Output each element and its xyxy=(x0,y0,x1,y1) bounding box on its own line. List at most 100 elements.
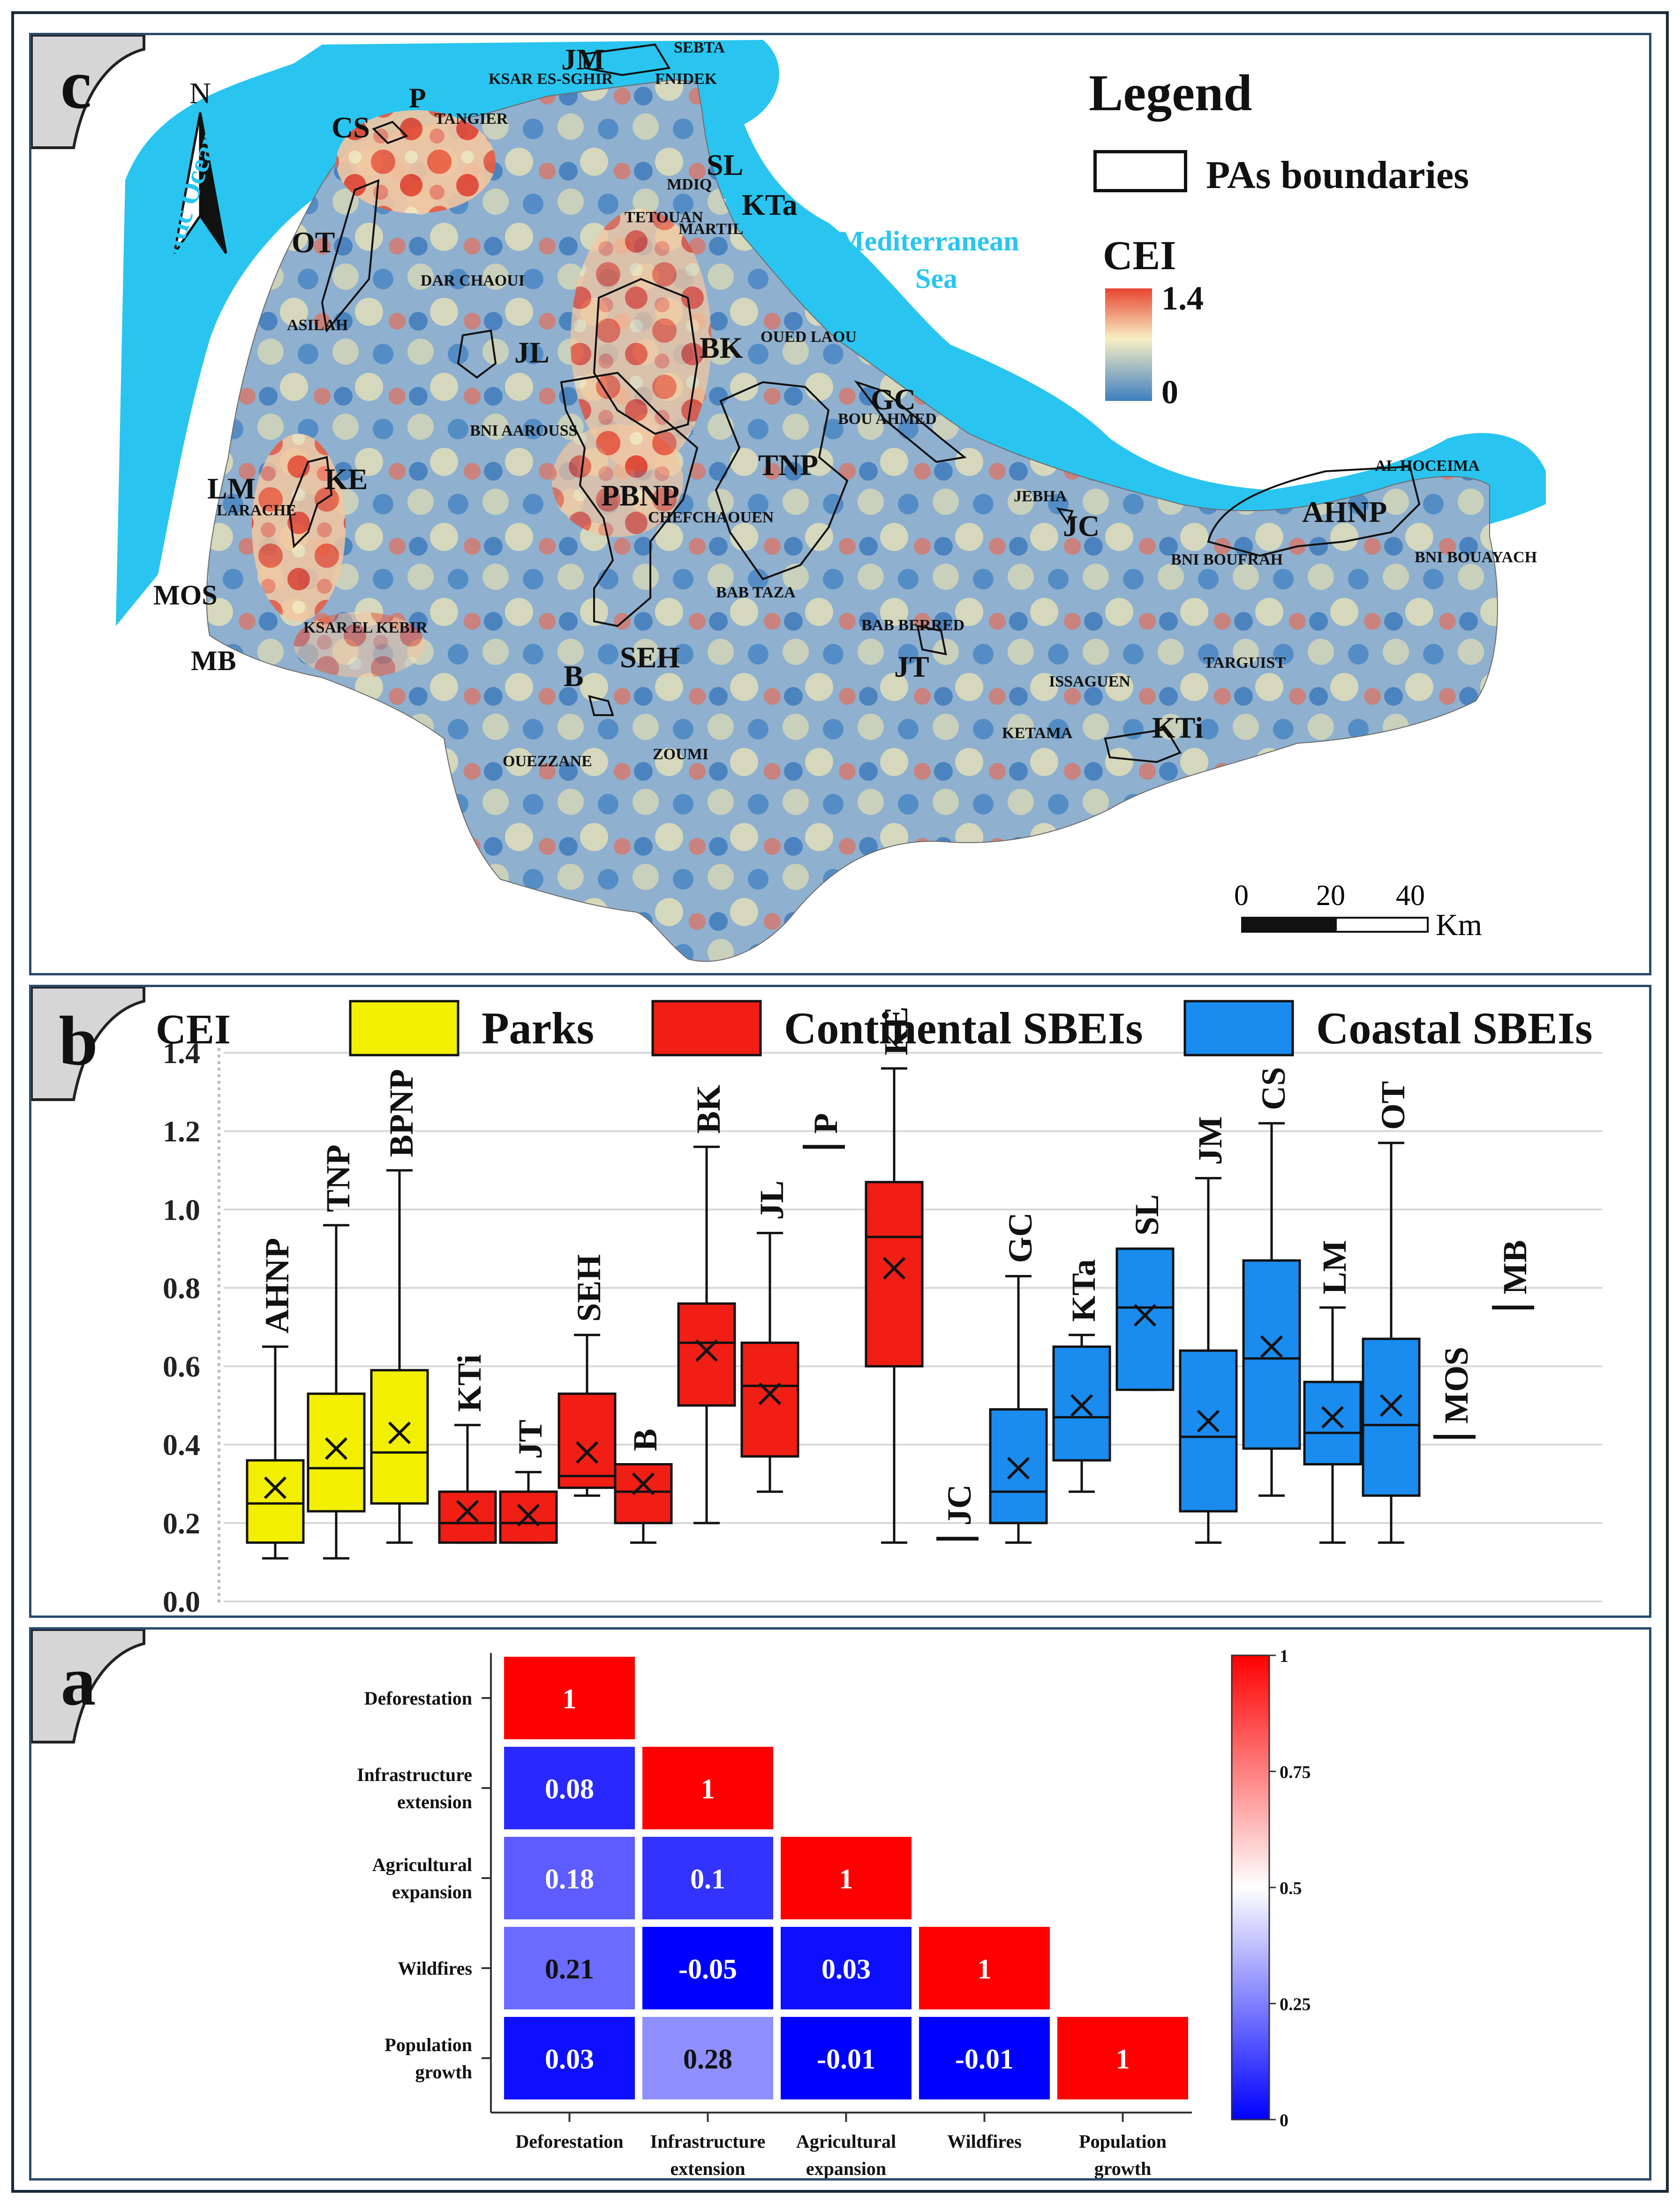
hotspot-southwest xyxy=(294,612,425,678)
figure-frame xyxy=(11,11,1669,2193)
town-label: SEBTA xyxy=(674,39,725,56)
town-label: DAR CHAOUI xyxy=(421,272,525,289)
town-label: KSAR ES-SGHIR xyxy=(489,70,613,88)
hotspot-larache xyxy=(252,434,346,621)
panel-b-badge: b xyxy=(31,987,145,1101)
box-jt: JT xyxy=(499,1419,558,1544)
town-label: TETOUAN xyxy=(625,209,703,226)
box-mean-marker xyxy=(1007,1457,1030,1479)
pa-label-tnp: TNP xyxy=(758,448,818,482)
box-mean-marker xyxy=(456,1500,479,1523)
pa-boundary-jt xyxy=(916,625,947,656)
box-cs: CS xyxy=(1242,1067,1301,1497)
heatmap-value: 0.1 xyxy=(690,1864,725,1895)
box-mean-marker xyxy=(758,1382,782,1405)
box-kti: KTi xyxy=(438,1354,497,1544)
scale-label-0: 0 xyxy=(1234,880,1249,912)
box-label: GC xyxy=(1002,1212,1039,1263)
pas-boundary-swatch xyxy=(1093,150,1187,192)
box-iqr xyxy=(370,1369,429,1505)
box-label: MOS xyxy=(1438,1347,1475,1424)
pa-boundary-jl xyxy=(457,329,497,379)
hotspot-tangier xyxy=(336,110,496,213)
scale-bar-black xyxy=(1241,917,1335,933)
box-jl: JL xyxy=(740,1180,799,1493)
heatmap-value: 0.21 xyxy=(545,1954,594,1985)
cei-legend-title: CEI xyxy=(1103,233,1176,279)
legend-label: Continental SBEIs xyxy=(784,1003,1143,1053)
town-label: MARTIL xyxy=(678,220,744,238)
box-jm: JM xyxy=(1179,1116,1238,1544)
hotspot-tetouan xyxy=(571,209,711,471)
heatmap-row-label: expansion xyxy=(392,1881,472,1902)
heatmap-value: 0.03 xyxy=(821,1954,871,1985)
heatmap-row-label: Wildfires xyxy=(398,1958,472,1979)
y-tick-label: 0.2 xyxy=(163,1507,200,1540)
box-label: SL xyxy=(1128,1194,1166,1236)
legend-swatch xyxy=(651,1000,762,1057)
north-arrow-icon: N xyxy=(173,76,227,254)
box-label: P xyxy=(807,1113,844,1134)
heatmap-cell xyxy=(781,1927,912,2009)
box-b: B xyxy=(614,1428,673,1544)
pa-label-cs: CS xyxy=(331,111,370,144)
town-label: BAB BERRED xyxy=(861,617,965,634)
heatmap-value: 1 xyxy=(978,1954,992,1985)
heatmap-value: 1 xyxy=(839,1864,853,1895)
box-lm: LM xyxy=(1303,1240,1362,1544)
heatmap-row-label: Agricultural xyxy=(372,1854,472,1875)
map-svg xyxy=(116,40,1546,962)
heatmap-value: 1 xyxy=(563,1683,577,1714)
box-mean-marker xyxy=(388,1421,411,1444)
box-label: B xyxy=(626,1428,664,1451)
box-label: KE xyxy=(877,1006,915,1055)
sea-label: Sea xyxy=(915,263,957,294)
box-mean-marker xyxy=(882,1257,906,1280)
land-area xyxy=(206,79,1498,962)
heatmap-value: 0.08 xyxy=(545,1774,594,1804)
cei-gradient-bar xyxy=(1105,288,1152,401)
pa-label-bk: BK xyxy=(700,331,743,364)
pa-label-ke: KE xyxy=(324,462,368,496)
pa-label-kti: KTi xyxy=(1152,711,1204,744)
box-bpnp: BPNP xyxy=(370,1069,429,1544)
box-iqr xyxy=(246,1459,305,1544)
heatmap-cell xyxy=(504,1927,635,2009)
box-jc: JC xyxy=(936,1484,979,1541)
y-axis-label: CEI xyxy=(156,1006,231,1053)
heatmap-row-label: Infrastructure xyxy=(357,1764,472,1785)
heatmap-value: 1 xyxy=(1116,2044,1130,2075)
box-label: SEH xyxy=(570,1254,608,1322)
box-iqr xyxy=(865,1181,924,1368)
box-sl: SL xyxy=(1115,1194,1175,1391)
town-label: OUED LAOU xyxy=(761,328,857,346)
scale-label-20: 20 xyxy=(1316,880,1345,912)
town-label: KSAR EL KEBIR xyxy=(303,619,428,636)
box-mean-marker xyxy=(1133,1304,1157,1327)
heatmap-cell xyxy=(642,1747,773,1829)
box-kta: KTa xyxy=(1052,1259,1111,1493)
box-mean-marker xyxy=(575,1441,599,1464)
pa-boundary-tnp xyxy=(715,381,849,581)
heatmap-value: -0.01 xyxy=(817,2044,875,2075)
colorbar-tick-label: 0.5 xyxy=(1280,1879,1302,1898)
panel-a-letter: a xyxy=(61,1642,96,1720)
town-label: JEBHA xyxy=(1014,488,1067,505)
legend-swatch xyxy=(349,1000,460,1057)
pa-boundary-ot xyxy=(321,179,380,333)
box-bk: BK xyxy=(677,1085,736,1525)
town-label: ASILAH xyxy=(287,317,348,334)
pa-label-jc: JC xyxy=(1063,509,1100,543)
heatmap-cell xyxy=(919,2017,1050,2099)
town-label: BAB TAZA xyxy=(716,584,796,601)
pa-label-pbnp: PBNP xyxy=(601,479,680,512)
box-iqr xyxy=(1179,1349,1238,1513)
pa-label-ot: OT xyxy=(292,226,335,259)
heatmap-value: 0.03 xyxy=(545,2044,594,2075)
box-tnp: TNP xyxy=(307,1145,366,1560)
legend-title: Legend xyxy=(1089,64,1252,121)
heatmap-col-label: Population xyxy=(1079,2131,1167,2152)
y-tick-label: 0.4 xyxy=(163,1428,200,1462)
panel-c-map: c N Legend PAs boundaries CEI 1.4 0 Atla… xyxy=(29,33,1651,975)
town-label: BNI BOUFRAH xyxy=(1171,551,1283,568)
